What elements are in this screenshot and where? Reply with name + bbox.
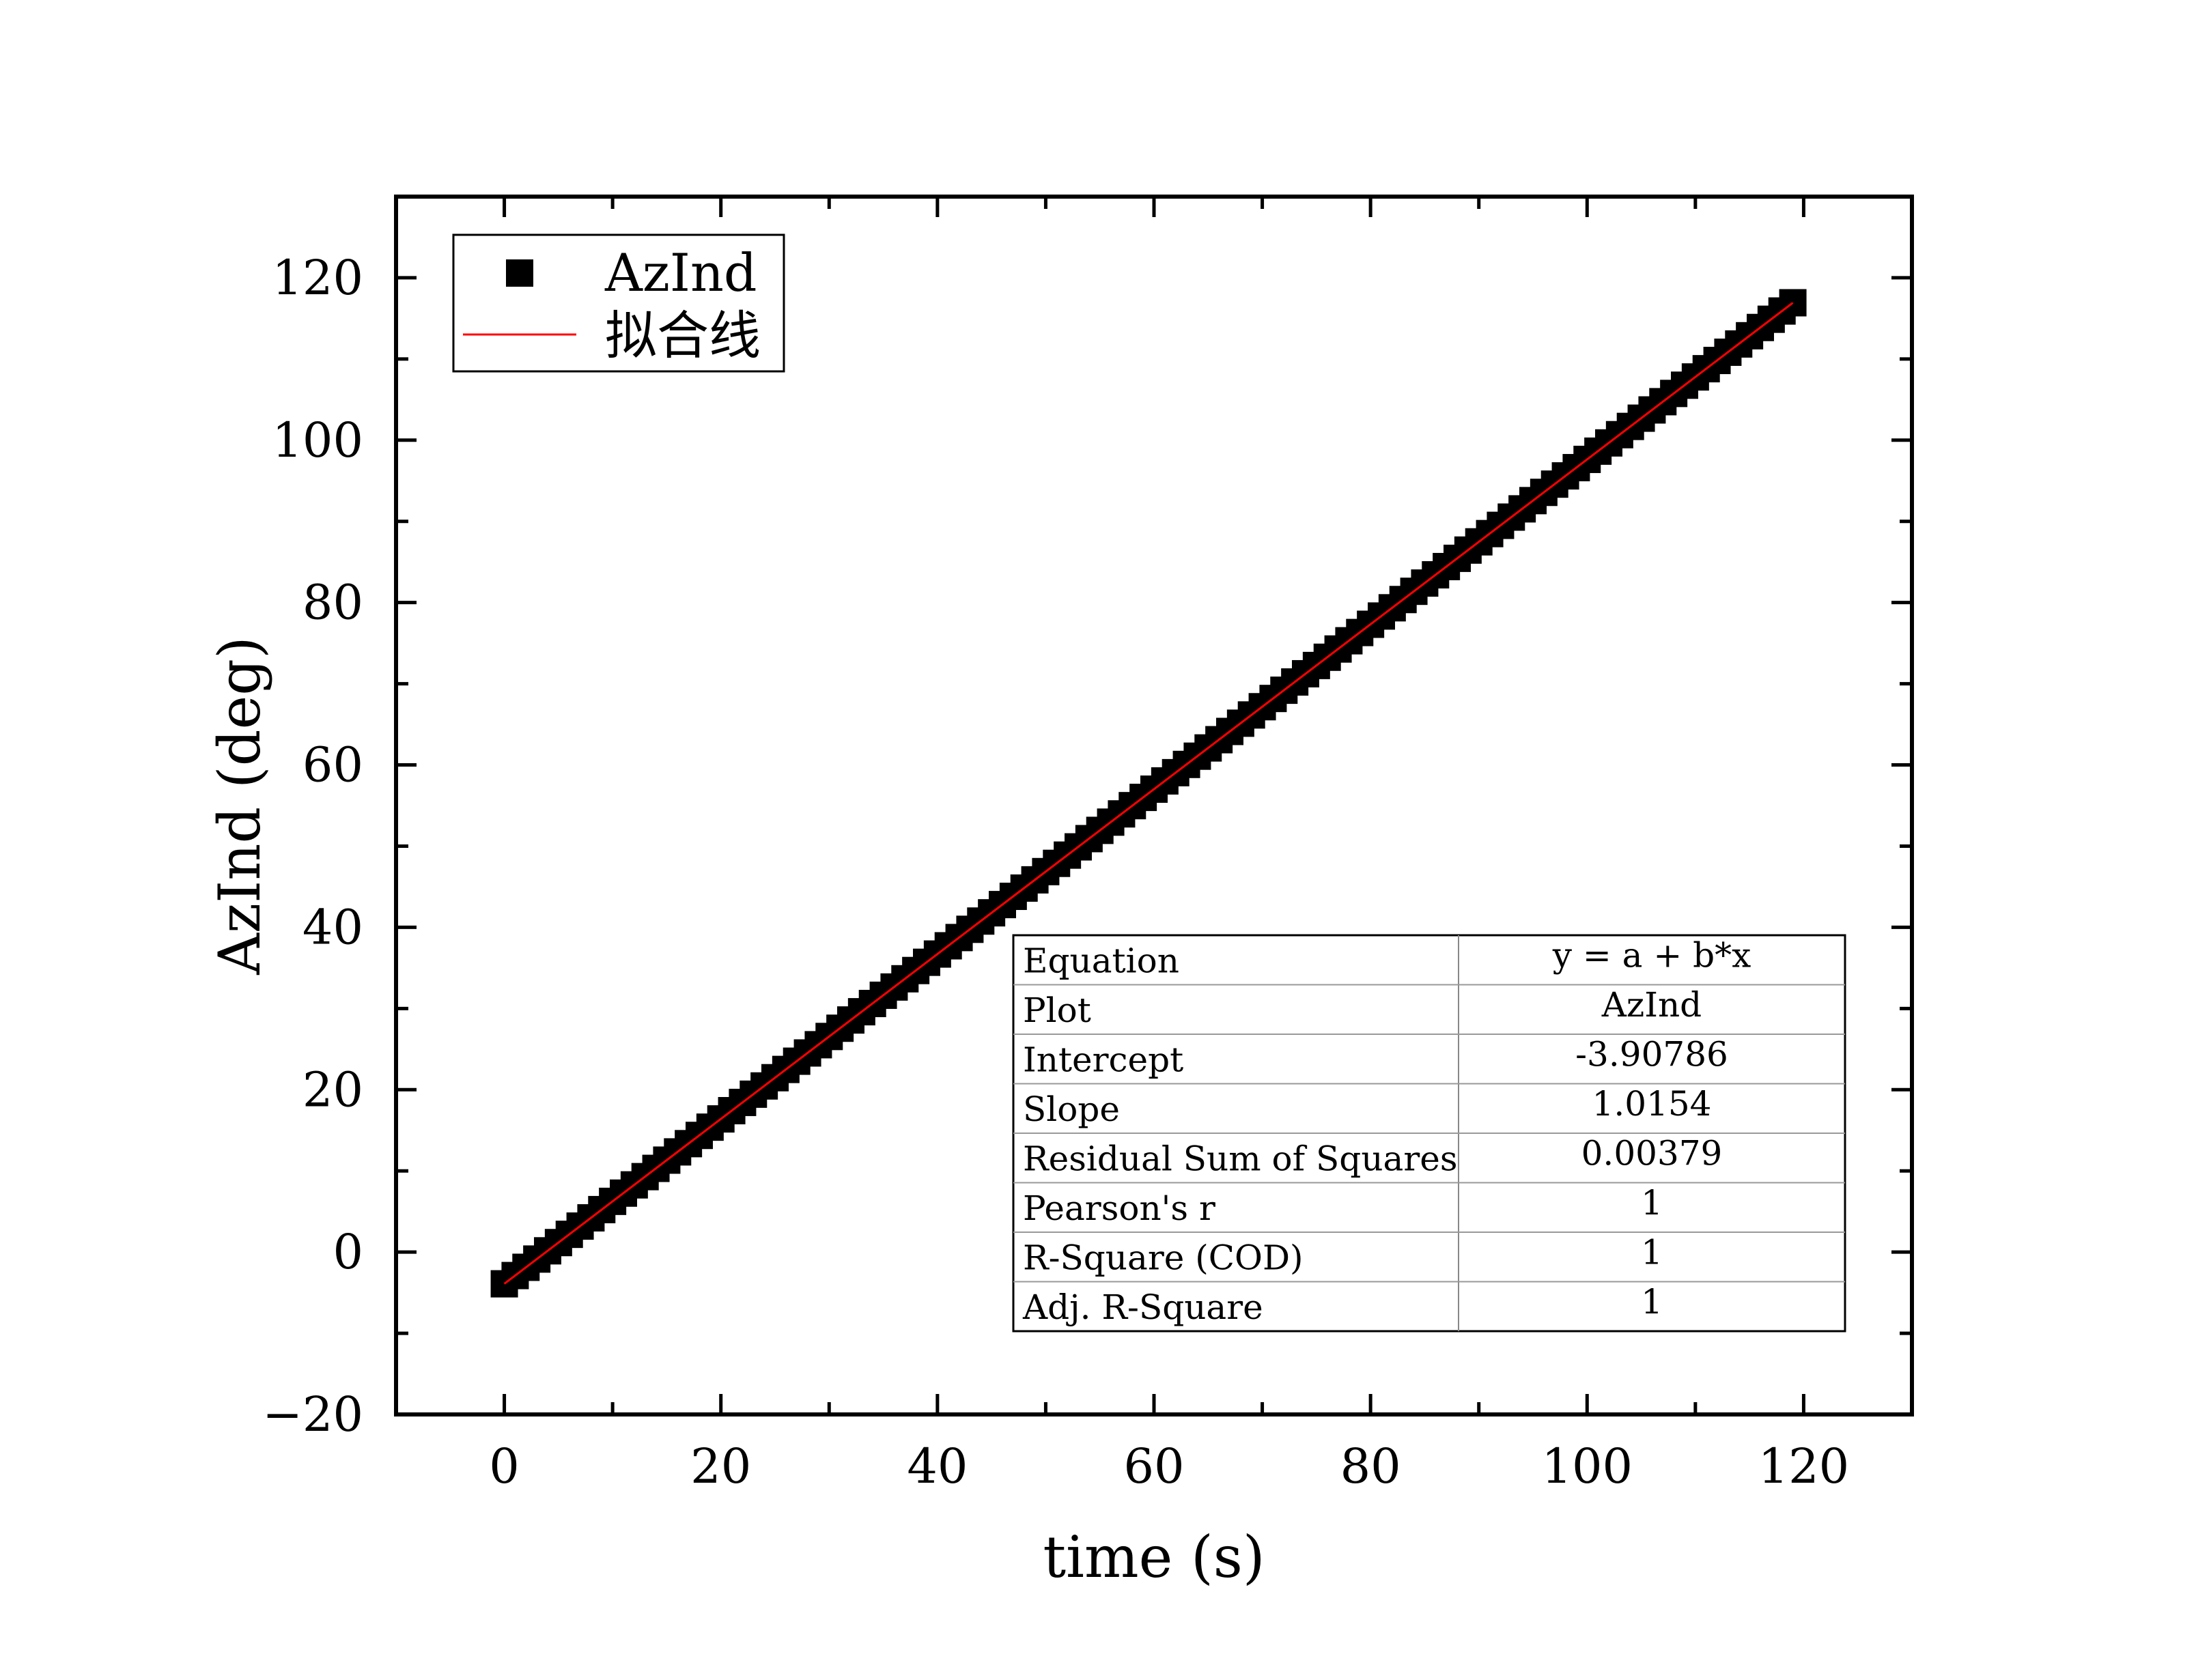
y-tick-label: 100 [272,412,363,468]
table-row-value: -3.90786 [1575,1035,1728,1074]
x-tick-label: 40 [907,1438,968,1494]
table-row-value: 1 [1641,1233,1663,1272]
legend-marker-square [506,259,533,287]
fit-line-group [503,302,1794,1285]
table-row-label: Intercept [1023,1040,1183,1080]
table-row-label: Slope [1023,1090,1120,1129]
x-axis-label: time (s) [1043,1524,1265,1591]
fit-line [503,302,1794,1285]
x-tick-label: 120 [1758,1438,1850,1494]
table-row-value: y = a + b*x [1552,936,1751,976]
axis-ticks [396,197,1912,1416]
table-row-value: 0.00379 [1581,1134,1723,1173]
y-tick-label: 40 [302,899,363,955]
y-axis-label: AzInd (deg) [206,636,273,975]
table-row-value: 1 [1641,1282,1663,1322]
table-row-value: 1 [1641,1183,1663,1223]
legend-label-azind: AzInd [604,242,757,303]
y-tick-label: 60 [302,737,363,793]
x-tick-label: 60 [1123,1438,1184,1494]
tick-labels: 0 20 40 60 80 100 120 −20 0 20 40 60 80 100 120 [262,250,1849,1494]
table-row-label: Plot [1023,991,1091,1030]
table-row-label: Adj. R-Square [1022,1287,1263,1327]
y-tick-label: 80 [302,575,363,631]
table-row-value: AzInd [1601,985,1702,1025]
x-tick-label: 20 [690,1438,751,1494]
table-row-label: Pearson's r [1023,1188,1215,1228]
table-row-label: Residual Sum of Squares [1023,1139,1457,1179]
fit-results-table: Equation y = a + b*x Plot AzInd Intercept -3.… [1012,934,1846,1333]
legend-box [452,233,785,373]
x-tick-label: 80 [1340,1438,1401,1494]
y-tick-label: 0 [333,1224,363,1280]
table-row-label: Equation [1023,941,1179,981]
legend-label-fit: 拟合线 [605,305,761,366]
table-row-value: 1.0154 [1592,1084,1712,1124]
x-tick-label: 0 [489,1438,520,1494]
y-tick-label: 120 [272,250,363,306]
scatter-points [490,289,1807,1298]
plot-frame [394,195,1914,1416]
y-tick-label: −20 [262,1386,363,1442]
table-row-label: R-Square (COD) [1023,1238,1304,1278]
y-tick-label: 20 [302,1062,363,1117]
x-tick-label: 100 [1541,1438,1633,1494]
